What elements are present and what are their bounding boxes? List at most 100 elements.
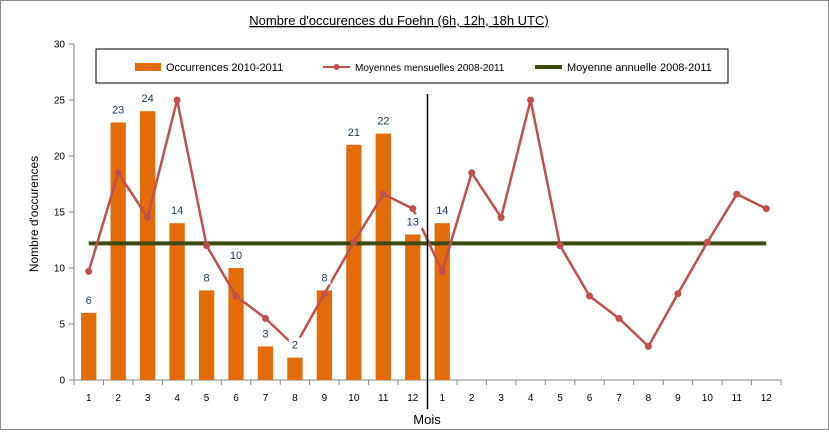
legend-swatch-bars xyxy=(135,63,161,71)
monthly-average-point xyxy=(556,242,564,250)
bar xyxy=(346,144,362,380)
data-label-bg xyxy=(200,270,213,285)
bar-data-label: 8 xyxy=(321,272,327,284)
monthly-average-point xyxy=(232,292,240,300)
monthly-average-point xyxy=(644,342,652,350)
x-tick-label: 8 xyxy=(292,393,298,404)
monthly-average-point xyxy=(586,292,594,300)
bar xyxy=(81,312,97,380)
x-tick-label: 6 xyxy=(233,393,239,404)
bar-data-label: 3 xyxy=(262,328,268,340)
monthly-average-point xyxy=(438,267,446,275)
bar-data-label: 14 xyxy=(436,205,448,217)
monthly-average-point xyxy=(85,267,93,275)
monthly-average-point xyxy=(615,314,623,322)
data-label-bg xyxy=(318,270,331,285)
monthly-average-point xyxy=(144,214,152,222)
monthly-average-point xyxy=(409,205,417,213)
x-tick-label: 3 xyxy=(498,393,504,404)
x-tick-label: 12 xyxy=(407,393,419,404)
monthly-average-point xyxy=(203,242,211,250)
monthly-average-point xyxy=(350,238,358,246)
monthly-average-point xyxy=(173,96,181,104)
legend-marker-monthly xyxy=(333,64,340,70)
data-label-bg xyxy=(373,113,393,128)
data-label-bg xyxy=(167,203,187,218)
legend-label-bars: Occurrences 2010-2011 xyxy=(166,62,283,74)
x-tick-label: 1 xyxy=(86,393,92,404)
data-label-bg xyxy=(108,102,128,117)
bar-data-label: 2 xyxy=(292,340,298,352)
bar xyxy=(198,290,215,380)
legend-label-annual: Moyenne annuelle 2008-2011 xyxy=(567,62,712,74)
monthly-average-point xyxy=(320,290,328,298)
x-tick-label: 9 xyxy=(322,393,328,404)
data-label-bg xyxy=(288,337,302,352)
bar-data-label: 6 xyxy=(86,295,92,307)
bar xyxy=(257,346,274,380)
x-axis-label: Mois xyxy=(413,412,441,427)
bar xyxy=(110,122,126,381)
y-tick-label: 30 xyxy=(54,40,66,51)
bar-data-label: 13 xyxy=(407,216,419,228)
monthly-average-point xyxy=(261,314,269,322)
data-label-bg xyxy=(226,248,246,262)
monthly-average-point xyxy=(674,290,682,298)
data-label-bg xyxy=(344,124,364,139)
x-tick-label: 4 xyxy=(174,393,180,404)
x-tick-label: 10 xyxy=(348,393,360,404)
data-label-bg xyxy=(82,292,95,307)
legend-label-monthly: Moyennes mensuelles 2008-2011 xyxy=(355,63,505,74)
legend: Occurrences 2010-2011 Moyennes mensuelle… xyxy=(95,48,729,84)
bar xyxy=(375,133,391,380)
monthly-average-point xyxy=(703,238,711,246)
x-tick-label: 3 xyxy=(145,393,151,404)
x-tick-label: 11 xyxy=(378,393,389,404)
x-tick-label: 10 xyxy=(702,393,714,404)
y-tick-label: 25 xyxy=(54,96,66,107)
bar xyxy=(169,223,185,380)
chart-title: Nombre d'occurences du Foehn (6h, 12h, 1… xyxy=(249,13,548,28)
monthly-average-point xyxy=(379,190,387,198)
monthly-average-point xyxy=(497,214,505,222)
y-tick-label: 15 xyxy=(54,208,66,219)
bar-data-label: 22 xyxy=(377,116,389,128)
legend-box xyxy=(95,48,729,84)
monthly-average-point xyxy=(733,190,741,198)
data-label-bg xyxy=(138,91,158,106)
x-tick-label: 7 xyxy=(263,393,269,404)
x-tick-label: 12 xyxy=(761,393,773,404)
y-tick-label: 5 xyxy=(59,320,65,331)
x-tick-label: 1 xyxy=(439,393,445,404)
x-tick-label: 5 xyxy=(557,393,563,404)
bar-data-label: 8 xyxy=(204,272,210,284)
bar-data-label: 23 xyxy=(112,104,124,116)
data-label-bg xyxy=(403,214,423,229)
x-tick-label: 2 xyxy=(469,393,475,404)
x-tick-label: 2 xyxy=(115,393,121,404)
monthly-average-point xyxy=(468,169,476,177)
bar-data-label: 14 xyxy=(171,205,183,217)
bar xyxy=(287,357,303,380)
x-tick-label: 8 xyxy=(646,393,652,404)
monthly-average-point xyxy=(762,205,770,213)
bar-data-label: 24 xyxy=(142,93,154,105)
monthly-average-point xyxy=(527,96,535,104)
monthly-average-point xyxy=(114,169,122,177)
x-tick-label: 6 xyxy=(587,393,593,404)
bar xyxy=(228,268,244,380)
x-tick-label: 11 xyxy=(732,393,743,404)
x-tick-label: 4 xyxy=(528,393,534,404)
y-tick-label: 20 xyxy=(54,152,66,163)
y-tick-label: 10 xyxy=(54,264,66,275)
y-axis-label: Nombre d'occurences xyxy=(27,156,41,272)
data-label-bg xyxy=(259,326,272,341)
bar xyxy=(434,223,450,380)
bar xyxy=(316,290,333,380)
y-tick-label: 0 xyxy=(59,376,65,387)
x-tick-label: 7 xyxy=(616,393,622,404)
bar xyxy=(139,111,156,380)
